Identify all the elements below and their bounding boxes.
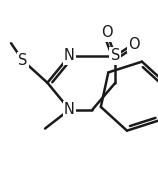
Text: O: O (128, 36, 139, 52)
Text: O: O (101, 25, 112, 41)
Text: N: N (64, 48, 75, 63)
Text: S: S (18, 53, 28, 68)
Text: S: S (111, 48, 120, 63)
Text: N: N (64, 102, 75, 117)
